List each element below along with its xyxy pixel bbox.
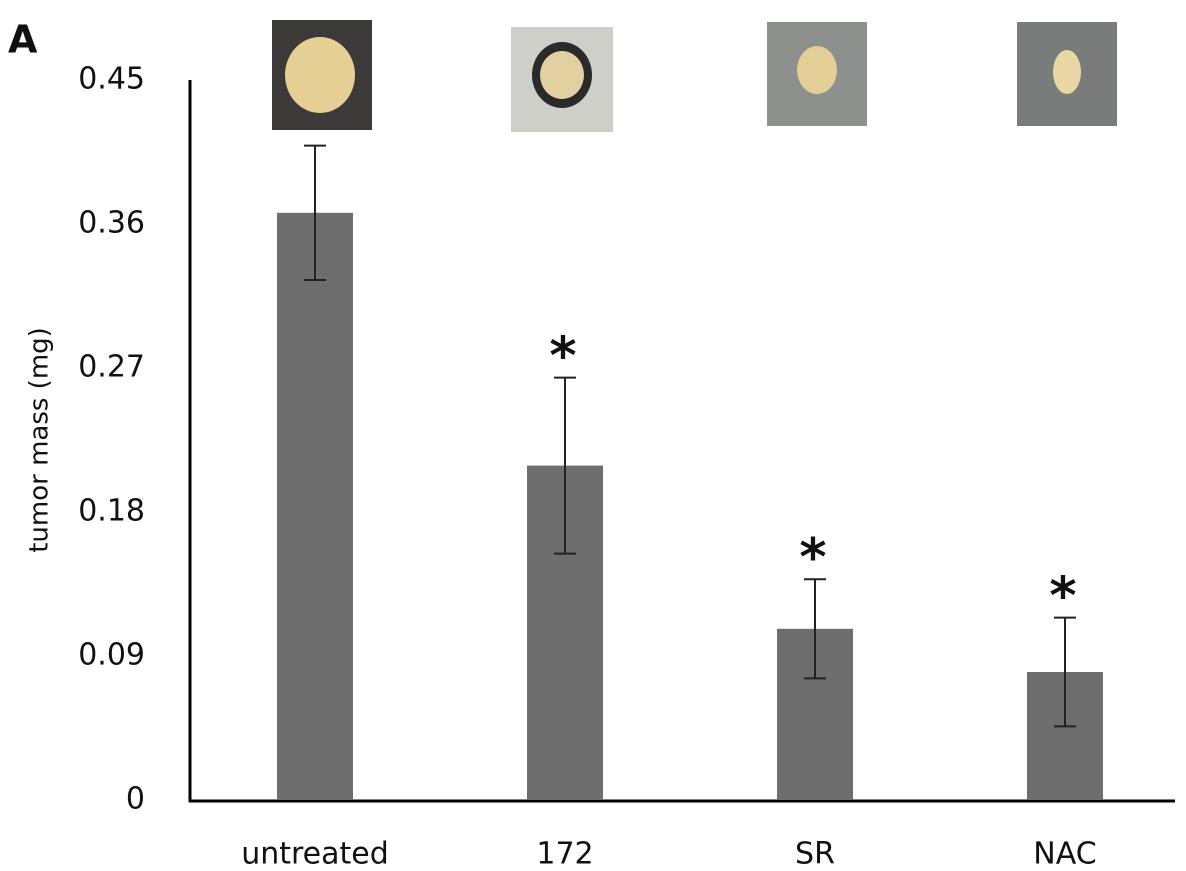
photo-blob bbox=[540, 51, 584, 99]
chart: A tumor mass (mg) 0 0.09 0.18 0.27 0.36 0.45 u… bbox=[0, 0, 1186, 871]
x-tick-label: 172 bbox=[536, 837, 593, 871]
panel-label: A bbox=[8, 18, 38, 62]
x-tick-label: SR bbox=[795, 837, 835, 871]
photo-blob bbox=[797, 46, 837, 94]
y-axis-label: tumor mass (mg) bbox=[25, 327, 55, 553]
bar bbox=[277, 213, 353, 800]
significance-marker: * bbox=[1049, 567, 1076, 627]
significance-marker: * bbox=[799, 528, 826, 588]
significance-marker: * bbox=[549, 327, 576, 387]
y-tick-label: 0.18 bbox=[78, 494, 145, 529]
photo-blob bbox=[285, 37, 355, 113]
photo-blob bbox=[1053, 50, 1081, 94]
y-tick-label: 0.27 bbox=[78, 350, 145, 385]
photos bbox=[272, 20, 1117, 132]
y-tick-label: 0 bbox=[126, 782, 145, 817]
x-tick-label: untreated bbox=[241, 837, 389, 871]
y-tick-label: 0.36 bbox=[78, 206, 145, 241]
y-tick-label: 0.09 bbox=[78, 638, 145, 673]
y-tick-label: 0.45 bbox=[78, 62, 145, 97]
x-tick-label: NAC bbox=[1033, 837, 1096, 871]
